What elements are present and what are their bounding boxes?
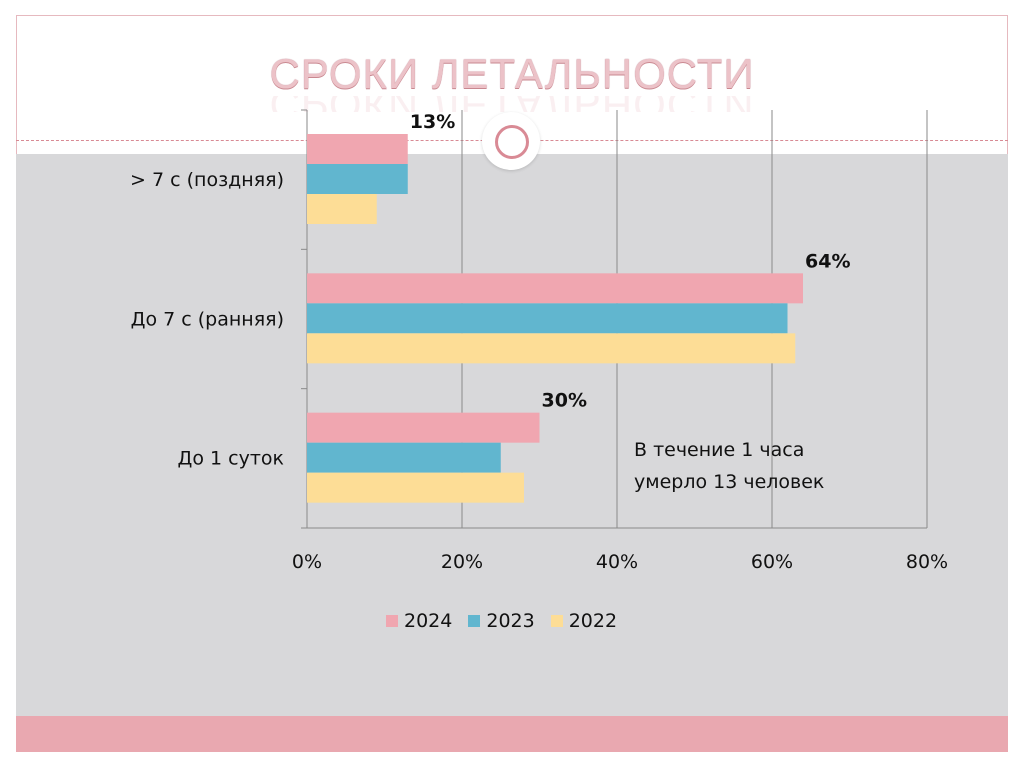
category-label: До 1 суток (178, 448, 285, 470)
slide-title: СРОКИ ЛЕТАЛЬНОСТИ (269, 50, 755, 97)
category-label: > 7 с (поздняя) (130, 169, 284, 191)
category-label: До 7 с (ранняя) (131, 308, 284, 330)
legend-item-2023: 2023 (468, 610, 535, 632)
legend-label: 2024 (404, 610, 453, 632)
annotation-line-2: умерло 13 человек (634, 471, 825, 493)
data-label: 13% (410, 111, 455, 133)
legend-label: 2022 (568, 610, 618, 632)
chart-legend: 2024 2023 2022 (386, 610, 617, 632)
chart-annotation: В течение 1 часа умерло 13 человек (634, 434, 824, 498)
x-tick-label: 0% (292, 551, 322, 573)
legend-item-2024: 2024 (386, 610, 452, 632)
annotation-line-1: В течение 1 часа (634, 439, 805, 461)
circle-ornament-icon (482, 112, 540, 170)
bar-2022 (307, 333, 796, 364)
legend-swatch (468, 615, 481, 627)
bar-2024 (307, 273, 803, 304)
bar-2024 (307, 134, 408, 164)
bar-2022 (307, 194, 377, 224)
x-tick-label: 40% (596, 551, 638, 573)
bar-2023 (307, 164, 408, 194)
legend-swatch (386, 615, 398, 627)
data-label: 64% (805, 250, 850, 272)
legend-item-2022: 2022 (550, 610, 618, 632)
x-tick-label: 60% (751, 551, 793, 573)
x-tick-label: 80% (906, 551, 948, 573)
bar-2023 (307, 442, 501, 473)
legend-label: 2023 (486, 610, 535, 632)
data-label: 30% (542, 390, 587, 412)
bar-2024 (307, 412, 540, 443)
x-tick-label: 20% (441, 551, 483, 573)
bar-2022 (307, 472, 524, 503)
legend-swatch (550, 615, 563, 627)
bar-2023 (307, 303, 788, 334)
footer-band (16, 716, 1008, 752)
